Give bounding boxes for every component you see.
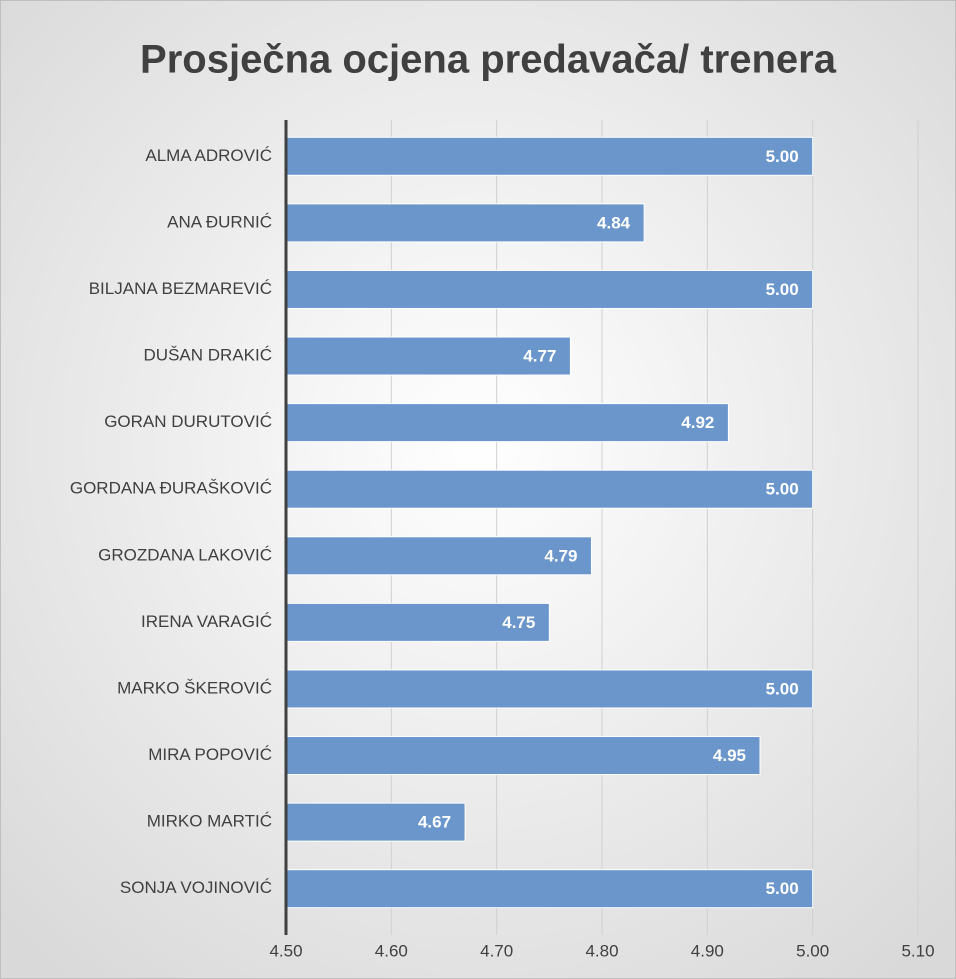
bar [285, 669, 814, 709]
x-tick-label: 5.00 [796, 941, 829, 960]
data-label: 5.00 [766, 879, 799, 898]
y-tick-label: GROZDANA LAKOVIĆ [98, 545, 272, 564]
data-label: 4.75 [502, 613, 535, 632]
bar [285, 469, 814, 509]
data-label: 4.67 [418, 813, 451, 832]
bar [285, 802, 466, 842]
data-label: 5.00 [766, 147, 799, 166]
data-label: 5.00 [766, 280, 799, 299]
x-tick-label: 4.90 [691, 941, 724, 960]
y-tick-label: MIRKO MARTIĆ [147, 812, 272, 831]
y-tick-label: SONJA VOJINOVIĆ [120, 878, 272, 897]
bar [285, 869, 814, 909]
x-tick-label: 4.50 [269, 941, 302, 960]
y-tick-label: ANA ĐURNIĆ [167, 212, 272, 231]
y-tick-label: GORDANA ĐURAŠKOVIĆ [70, 479, 272, 498]
bar [285, 536, 592, 576]
bar [285, 736, 761, 776]
x-tick-label: 4.80 [585, 941, 618, 960]
bar [285, 336, 571, 376]
y-tick-label: BILJANA BEZMAREVIĆ [89, 279, 272, 298]
y-tick-label: MIRA POPOVIĆ [148, 745, 272, 764]
bar [285, 136, 814, 176]
bar [285, 269, 814, 309]
x-tick-label: 4.70 [480, 941, 513, 960]
bar [285, 203, 645, 243]
y-tick-label: MARKO ŠKEROVIĆ [117, 678, 272, 697]
y-tick-label: IRENA VARAGIĆ [141, 612, 272, 631]
x-tick-label: 5.10 [901, 941, 934, 960]
y-tick-label: GORAN DURUTOVIĆ [104, 412, 272, 431]
data-label: 4.79 [544, 546, 577, 565]
data-label: 4.95 [713, 746, 746, 765]
x-tick-label: 4.60 [375, 941, 408, 960]
data-label: 5.00 [766, 679, 799, 698]
data-label: 4.84 [597, 213, 631, 232]
y-tick-label: ALMA ADROVIĆ [145, 146, 272, 165]
data-label: 5.00 [766, 480, 799, 499]
y-tick-label: DUŠAN DRAKIĆ [144, 346, 272, 365]
data-label: 4.77 [523, 347, 556, 366]
chart-title: Prosječna ocjena predavača/ trenera [140, 38, 837, 82]
data-label: 4.92 [681, 413, 714, 432]
bar [285, 403, 729, 443]
